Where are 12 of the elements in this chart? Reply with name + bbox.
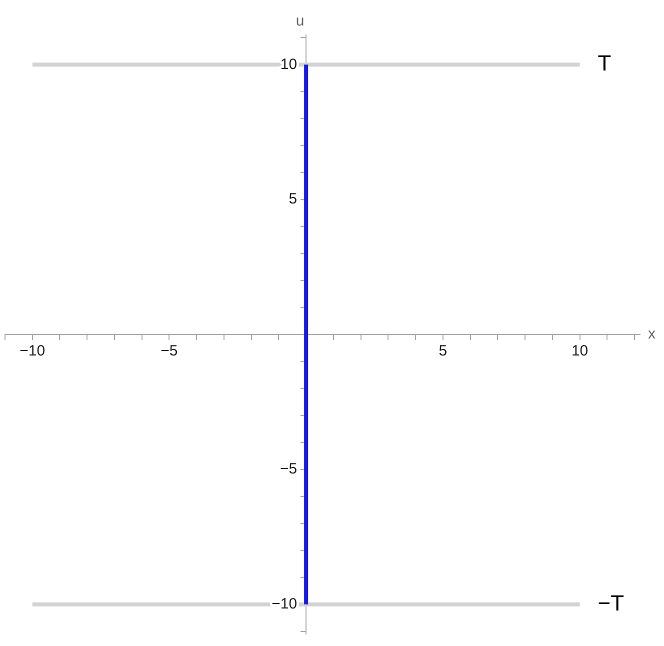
- y-axis-title: u: [296, 12, 304, 30]
- y-tick-label: 10: [280, 56, 298, 73]
- x-axis-title: x: [648, 326, 656, 343]
- series-label: T: [598, 50, 612, 76]
- y-tick-label: 5: [288, 190, 298, 208]
- x-tick-label: 10: [571, 342, 588, 360]
- series-label: −T: [598, 590, 624, 616]
- y-tick-label: −5: [280, 460, 298, 478]
- y-tick-label: −10: [272, 595, 298, 612]
- x-tick-label: −10: [20, 342, 46, 360]
- x-tick-label: 5: [438, 342, 448, 360]
- x-tick-label: −5: [160, 342, 178, 360]
